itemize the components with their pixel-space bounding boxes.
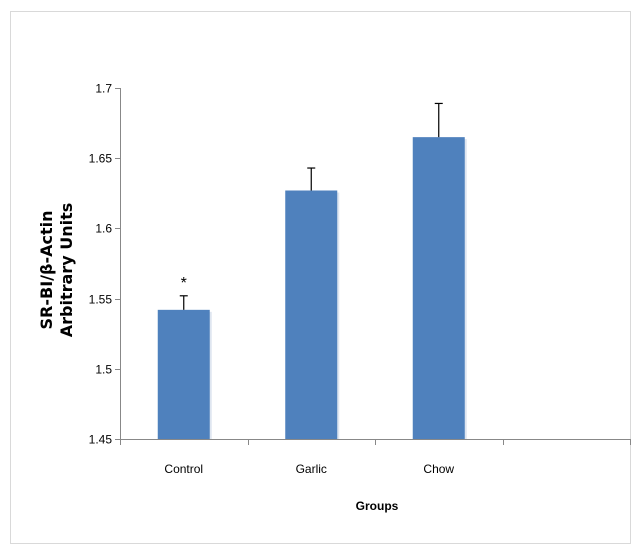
significance-marker: *	[181, 275, 187, 292]
y-axis-title-line-2: Arbitrary Units	[57, 203, 76, 337]
bar	[412, 137, 465, 439]
y-tick-label: 1.5	[95, 363, 112, 377]
x-axis-title: Groups	[356, 499, 399, 513]
y-tick-label: 1.7	[95, 82, 112, 96]
y-axis-title: SR-BI/β-Actin Arbitrary Units	[37, 203, 76, 337]
y-axis-title-line-1: SR-BI/β-Actin	[37, 211, 56, 330]
y-tick-label: 1.65	[89, 152, 113, 166]
plot-area: 1.45 1.5 1.55 1.6 1.65 1.7 Control * Garlic Chow	[89, 82, 631, 476]
x-tick-label: Garlic	[296, 462, 327, 476]
y-tick-label: 1.6	[95, 222, 112, 236]
x-tick-label: Chow	[423, 462, 454, 476]
bar	[157, 309, 210, 439]
bar	[285, 190, 338, 439]
y-tick-label: 1.45	[89, 433, 113, 447]
x-tick-label: Control	[164, 462, 203, 476]
y-tick-label: 1.55	[89, 293, 113, 307]
